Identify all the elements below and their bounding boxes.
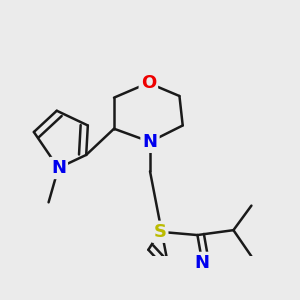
Text: O: O [141, 74, 156, 92]
Text: N: N [142, 133, 158, 151]
Text: S: S [153, 223, 166, 241]
Text: N: N [51, 159, 66, 177]
Text: N: N [195, 254, 210, 272]
